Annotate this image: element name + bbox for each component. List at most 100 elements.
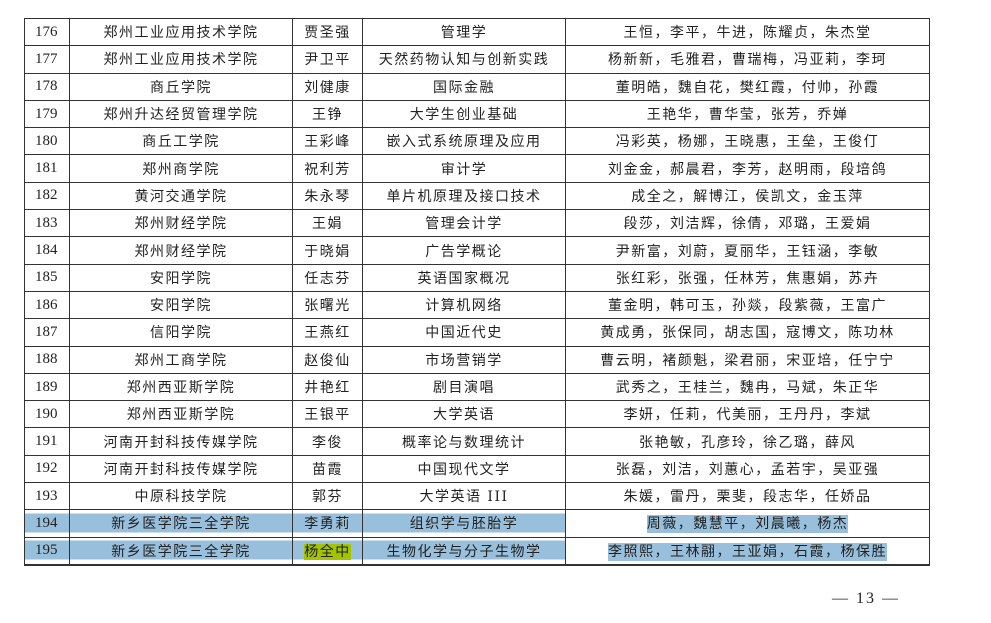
course-cell: 中国现代文学 bbox=[362, 454, 566, 484]
school-cell: 郑州财经学院 bbox=[69, 209, 293, 238]
page-number: — 13 — bbox=[832, 590, 900, 607]
leader-cell-text: 刘健康 bbox=[304, 79, 351, 96]
school-cell-text: 郑州工业应用技术学院 bbox=[103, 25, 259, 42]
leader-cell: 李勇莉 bbox=[292, 509, 363, 538]
leader-cell: 郭芬 bbox=[292, 482, 363, 511]
leader-cell: 尹卫平 bbox=[292, 45, 363, 74]
school-cell: 郑州工商学院 bbox=[69, 345, 293, 374]
school-cell: 信阳学院 bbox=[69, 318, 293, 347]
team-members-cell: 王恒，李平，牛进，陈耀贞，朱杰堂 bbox=[565, 17, 930, 47]
leader-cell: 王银平 bbox=[292, 400, 363, 429]
row-number: 188 bbox=[24, 345, 70, 374]
school-cell: 河南开封科技传媒学院 bbox=[69, 454, 293, 484]
row-number: 192 bbox=[24, 454, 70, 484]
school-cell-text: 河南开封科技传媒学院 bbox=[103, 461, 259, 478]
team-members-cell-text: 董明皓，魏自花，樊红霞，付帅，孙霞 bbox=[615, 79, 880, 96]
row-number-text: 181 bbox=[35, 160, 58, 177]
leader-cell: 王娟 bbox=[292, 209, 363, 238]
school-cell-text: 郑州西亚斯学院 bbox=[126, 407, 236, 424]
course-cell: 审计学 bbox=[362, 154, 566, 183]
row-number-text: 182 bbox=[35, 187, 58, 204]
school-cell: 新乡医学院三全学院 bbox=[69, 536, 293, 566]
leader-cell: 王彩峰 bbox=[292, 127, 363, 156]
leader-cell: 任志芬 bbox=[292, 263, 363, 292]
school-cell-text: 商丘学院 bbox=[150, 79, 212, 96]
table-row: 179 郑州升达经贸管理学院 王铮 大学生创业基础 王艳华，曹华莹，张芳，乔婵 bbox=[24, 99, 930, 129]
row-number: 176 bbox=[24, 17, 70, 47]
team-members-cell: 段莎，刘洁辉，徐倩，邓璐，王爱娟 bbox=[565, 209, 930, 238]
course-cell: 国际金融 bbox=[362, 72, 566, 101]
school-cell: 商丘工学院 bbox=[69, 127, 293, 156]
table-row: 186 安阳学院 张曙光 计算机网络 董金明，韩可玉，孙燚，段紫薇，王富广 bbox=[24, 290, 930, 320]
row-number: 195 bbox=[24, 536, 70, 566]
leader-cell-text: 贾圣强 bbox=[304, 25, 351, 42]
row-number-text: 191 bbox=[35, 433, 58, 450]
school-cell: 郑州工业应用技术学院 bbox=[69, 17, 293, 47]
row-number: 187 bbox=[24, 318, 70, 347]
school-cell: 河南开封科技传媒学院 bbox=[69, 427, 293, 456]
team-members-cell-text: 张磊，刘洁，刘蕙心，孟若宇，吴亚强 bbox=[615, 461, 880, 478]
table-row: 177 郑州工业应用技术学院 尹卫平 天然药物认知与创新实践 杨新新，毛雅君，曹瑞梅，冯… bbox=[24, 45, 930, 74]
school-cell: 新乡医学院三全学院 bbox=[69, 509, 293, 538]
table-row: 181 郑州商学院 祝利芳 审计学 刘金金，郝晨君，李芳，赵明雨，段培鸽 bbox=[24, 154, 930, 183]
leader-cell-text: 朱永琴 bbox=[304, 188, 351, 205]
course-cell: 剧目演唱 bbox=[362, 372, 566, 402]
school-cell: 郑州工业应用技术学院 bbox=[69, 45, 293, 74]
team-members-cell: 张红彩，张强，任林芳，焦惠娟，苏卉 bbox=[565, 263, 930, 292]
team-members-cell-text: 杨新新，毛雅君，曹瑞梅，冯亚莉，李珂 bbox=[608, 52, 887, 69]
row-number: 181 bbox=[24, 154, 70, 183]
school-cell: 郑州西亚斯学院 bbox=[69, 372, 293, 402]
school-cell-text: 郑州工业应用技术学院 bbox=[103, 52, 259, 69]
team-members-cell: 武秀之，王桂兰，魏冉，马斌，朱正华 bbox=[565, 372, 930, 402]
course-cell: 大学生创业基础 bbox=[362, 99, 566, 129]
school-cell: 商丘学院 bbox=[69, 72, 293, 101]
row-number-text: 184 bbox=[35, 242, 58, 259]
school-cell-text: 郑州工商学院 bbox=[134, 352, 228, 369]
course-cell-text: 天然药物认知与创新实践 bbox=[378, 52, 550, 69]
course-cell-text: 大学英语 III bbox=[419, 489, 509, 506]
course-cell: 管理会计学 bbox=[362, 209, 566, 238]
row-number-text: 177 bbox=[35, 50, 58, 67]
leader-cell: 井艳红 bbox=[292, 372, 363, 402]
team-members-cell: 周薇，魏慧平，刘晨曦，杨杰 bbox=[565, 509, 930, 538]
team-members-cell-text: 成全之，解博江，侯凯文，金玉萍 bbox=[631, 188, 864, 205]
table-row: 188 郑州工商学院 赵俊仙 市场营销学 曹云明，褚颜魁，梁君丽，宋亚培，任宁宁 bbox=[24, 345, 930, 374]
course-cell: 嵌入式系统原理及应用 bbox=[362, 127, 566, 156]
leader-cell-text: 苗霞 bbox=[312, 461, 343, 478]
team-members-cell: 董明皓，魏自花，樊红霞，付帅，孙霞 bbox=[565, 72, 930, 101]
row-number: 178 bbox=[24, 72, 70, 101]
leader-cell-text: 王燕红 bbox=[304, 325, 351, 342]
table-row: 183 郑州财经学院 王娟 管理会计学 段莎，刘洁辉，徐倩，邓璐，王爱娟 bbox=[24, 209, 930, 238]
course-cell-text: 计算机网络 bbox=[425, 298, 503, 315]
team-members-cell: 杨新新，毛雅君，曹瑞梅，冯亚莉，李珂 bbox=[565, 45, 930, 74]
team-members-cell-text: 王恒，李平，牛进，陈耀贞，朱杰堂 bbox=[623, 25, 872, 42]
row-number: 185 bbox=[24, 263, 70, 292]
leader-cell-text: 张曙光 bbox=[304, 298, 351, 315]
leader-cell-text: 井艳红 bbox=[304, 380, 351, 396]
team-members-cell-text: 李妍，任莉，代美丽，王丹丹，李斌 bbox=[623, 407, 872, 424]
table-row: 189 郑州西亚斯学院 井艳红 剧目演唱 武秀之，王桂兰，魏冉，马斌，朱正华 bbox=[24, 372, 930, 402]
course-cell-text: 嵌入式系统原理及应用 bbox=[386, 134, 542, 151]
row-number-text: 188 bbox=[35, 351, 58, 368]
row-number-text: 187 bbox=[35, 323, 58, 340]
row-number-text: 189 bbox=[35, 378, 58, 395]
course-cell: 天然药物认知与创新实践 bbox=[362, 45, 566, 74]
school-cell-text: 郑州升达经贸管理学院 bbox=[103, 107, 259, 124]
table-row: 178 商丘学院 刘健康 国际金融 董明皓，魏自花，樊红霞，付帅，孙霞 bbox=[24, 72, 930, 101]
row-number-text: 193 bbox=[35, 487, 58, 504]
school-cell-text: 黄河交通学院 bbox=[134, 188, 228, 205]
course-cell: 中国近代史 bbox=[362, 318, 566, 347]
table-row: 182 黄河交通学院 朱永琴 单片机原理及接口技术 成全之，解博江，侯凯文，金玉萍 bbox=[24, 181, 930, 211]
course-cell-text: 广告学概论 bbox=[425, 243, 503, 260]
course-cell: 管理学 bbox=[362, 17, 566, 47]
school-cell-text: 郑州西亚斯学院 bbox=[126, 380, 236, 396]
course-cell-text: 组织学与胚胎学 bbox=[409, 516, 519, 533]
table-row: 192 河南开封科技传媒学院 苗霞 中国现代文学 张磊，刘洁，刘蕙心，孟若宇，吴亚强 bbox=[24, 454, 930, 484]
school-cell-text: 中原科技学院 bbox=[134, 489, 228, 506]
team-members-cell-text: 段莎，刘洁辉，徐倩，邓璐，王爱娟 bbox=[623, 216, 872, 233]
course-cell-text: 市场营销学 bbox=[425, 352, 503, 369]
leader-cell: 刘健康 bbox=[292, 72, 363, 101]
course-cell: 计算机网络 bbox=[362, 290, 566, 320]
team-members-cell: 刘金金，郝晨君，李芳，赵明雨，段培鸽 bbox=[565, 154, 930, 183]
row-number-text: 178 bbox=[35, 78, 58, 95]
